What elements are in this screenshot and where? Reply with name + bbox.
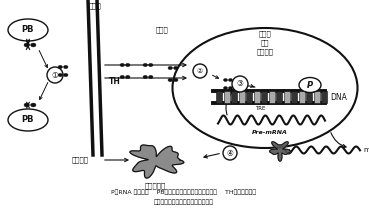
Ellipse shape <box>168 66 172 70</box>
Bar <box>231 91 237 103</box>
Circle shape <box>47 67 63 83</box>
Ellipse shape <box>31 43 36 47</box>
Text: P: P <box>307 80 313 89</box>
Ellipse shape <box>63 65 68 69</box>
Ellipse shape <box>224 87 228 89</box>
Bar <box>283 91 290 103</box>
Ellipse shape <box>148 63 153 67</box>
Ellipse shape <box>228 79 232 82</box>
Text: ①: ① <box>52 71 58 79</box>
Text: 功能蛋白质: 功能蛋白质 <box>144 182 166 189</box>
Ellipse shape <box>58 65 62 69</box>
Bar <box>291 91 297 103</box>
Text: 甲状腺激素的细胞内作用机制示意图: 甲状腺激素的细胞内作用机制示意图 <box>154 199 214 205</box>
Bar <box>224 91 230 103</box>
Ellipse shape <box>228 87 232 89</box>
Text: 细胞质: 细胞质 <box>156 27 168 33</box>
Ellipse shape <box>299 78 321 93</box>
Text: ②: ② <box>197 68 203 74</box>
Bar <box>216 91 222 103</box>
Bar <box>254 91 259 103</box>
Text: 细胞膜: 细胞膜 <box>89 2 101 9</box>
Text: ④: ④ <box>227 149 234 157</box>
Bar <box>306 91 312 103</box>
Text: 其它: 其它 <box>261 40 269 46</box>
Text: DNA: DNA <box>330 93 347 102</box>
Bar <box>246 91 252 103</box>
Ellipse shape <box>120 63 124 67</box>
Ellipse shape <box>173 66 178 70</box>
Text: TH: TH <box>109 78 121 87</box>
Bar <box>321 91 327 103</box>
Bar <box>276 91 282 103</box>
Ellipse shape <box>120 75 124 79</box>
Text: PB: PB <box>22 115 34 125</box>
Ellipse shape <box>8 109 48 131</box>
Circle shape <box>193 64 207 78</box>
Ellipse shape <box>125 75 130 79</box>
Ellipse shape <box>148 75 153 79</box>
Ellipse shape <box>173 78 178 82</box>
Ellipse shape <box>168 78 172 82</box>
Polygon shape <box>130 145 184 178</box>
Ellipse shape <box>224 79 228 82</box>
Text: PB: PB <box>22 26 34 35</box>
Text: mRNA: mRNA <box>363 147 369 153</box>
Bar <box>238 91 245 103</box>
Text: 生物效应: 生物效应 <box>72 157 89 163</box>
Text: P：RNA 聚合酶；    PB：甲状腺激素的血浆运输蛋白；    TH：甲状腺激素: P：RNA 聚合酶； PB：甲状腺激素的血浆运输蛋白； TH：甲状腺激素 <box>111 189 256 195</box>
Bar <box>269 91 275 103</box>
Ellipse shape <box>31 103 36 107</box>
Ellipse shape <box>63 73 68 77</box>
Text: Pre-mRNA: Pre-mRNA <box>252 130 288 135</box>
Circle shape <box>232 76 248 92</box>
Text: ③: ③ <box>237 79 244 88</box>
Ellipse shape <box>24 103 30 107</box>
Bar <box>314 91 320 103</box>
Text: TRE: TRE <box>255 106 265 111</box>
Ellipse shape <box>8 19 48 41</box>
Ellipse shape <box>143 63 148 67</box>
Bar <box>299 91 304 103</box>
Bar <box>261 91 267 103</box>
Circle shape <box>223 146 237 160</box>
Ellipse shape <box>58 73 62 77</box>
Text: 细胞核: 细胞核 <box>259 31 271 37</box>
Ellipse shape <box>24 43 30 47</box>
Text: 转录因子: 转录因子 <box>256 49 273 55</box>
Polygon shape <box>269 142 290 161</box>
Ellipse shape <box>125 63 130 67</box>
Ellipse shape <box>143 75 148 79</box>
